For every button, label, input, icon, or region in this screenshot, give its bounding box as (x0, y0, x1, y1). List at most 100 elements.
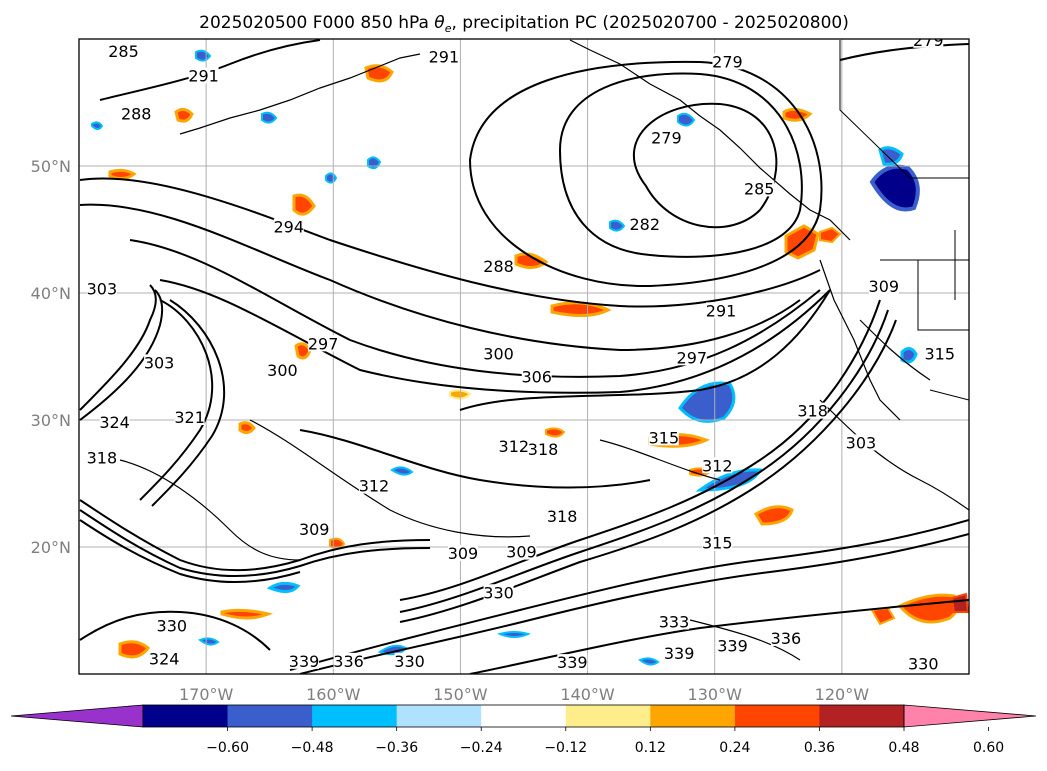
border-canada-alaska (839, 40, 969, 179)
colorbar-segment (481, 705, 567, 727)
contour-label: 309 (299, 520, 330, 539)
contour-label: 339 (664, 644, 695, 663)
contour-294 (79, 203, 801, 352)
contour-labels: 285 291 288 291 279 279 279 294 282 285 288 291 297 3… (86, 39, 955, 673)
contour-label-bg (908, 655, 939, 672)
lon-tick-label: 120°W (815, 685, 870, 704)
contour-label: 324 (149, 649, 180, 668)
contour-label-bg (188, 67, 219, 84)
contour-fine (599, 439, 721, 481)
contour-297 (129, 239, 821, 378)
contour-label: 285 (744, 179, 775, 198)
contour-label-bg (913, 39, 944, 48)
contour-label-bg (924, 345, 955, 362)
contour-label-bg (483, 345, 514, 362)
contour-label: 315 (702, 534, 733, 553)
precip-patch (782, 107, 813, 122)
colorbar-segment (396, 705, 482, 727)
colorbar-segment (650, 705, 736, 727)
contour-label-bg (717, 637, 748, 654)
contour-label: 324 (99, 413, 130, 432)
contour-label: 303 (846, 433, 877, 452)
contour-label-bg (483, 257, 514, 274)
contour-312 (79, 509, 431, 577)
theta-e-contours-fine (119, 319, 969, 661)
contour-label: 279 (712, 52, 743, 71)
colorbar-tick-label: −0.36 (375, 740, 418, 756)
contour-label-bg (149, 650, 180, 667)
colorbar-tick-label: 0.48 (888, 740, 919, 756)
contour-label: 285 (108, 42, 139, 61)
contour-label-bg (629, 215, 660, 232)
contour-285 (468, 60, 823, 288)
precip-patch (878, 146, 904, 166)
contour-fine (819, 399, 969, 511)
contour-330 (289, 519, 969, 671)
contour-label: 330 (483, 583, 514, 602)
contour-label-bg (428, 48, 459, 65)
colorbar-tick-label: −0.60 (206, 740, 249, 756)
precip-patch (292, 193, 316, 216)
precip-patch (266, 581, 301, 593)
contour-279b (839, 43, 969, 61)
border-mexico (929, 389, 969, 401)
lon-tick-label: 170°W (179, 685, 234, 704)
colorbar: −0.60 −0.48 −0.36 −0.24 −0.12 0.12 0.24 0.36 0.4… (10, 704, 1037, 756)
contour-label: 312 (702, 456, 733, 475)
contour-fine (119, 459, 301, 561)
precip-patch (677, 112, 696, 127)
aleutian-islands (179, 53, 421, 135)
lat-tick-label: 20°N (31, 538, 71, 557)
contour-label: 336 (333, 652, 364, 671)
colorbar-tick-label: −0.48 (291, 740, 334, 756)
precip-patch (238, 421, 256, 435)
chart-title: 2025020500 F000 850 hPa θe, precipitatio… (199, 13, 849, 35)
contour-label: 330 (908, 654, 939, 673)
contour-label: 279 (651, 129, 682, 148)
contour-label: 306 (521, 367, 552, 386)
contour-label-bg (86, 280, 117, 297)
contour-label-bg (267, 362, 298, 379)
contour-label: 291 (188, 66, 219, 85)
contour-label: 330 (157, 616, 188, 635)
contour-label: 318 (87, 449, 118, 468)
precip-patch (869, 164, 920, 212)
contour-label: 318 (528, 440, 559, 459)
contour-label-bg (483, 584, 514, 601)
contour-label-bg (174, 409, 205, 425)
contour-fine (249, 419, 531, 538)
contour-324b (79, 610, 271, 651)
contour-label: 297 (677, 348, 708, 367)
colorbar-tick-label: 0.36 (804, 740, 835, 756)
border-states-2 (917, 260, 969, 331)
contour-label: 297 (308, 334, 339, 353)
precip-patch (261, 111, 278, 124)
contour-label: 309 (869, 277, 900, 296)
contour-label: 294 (274, 218, 305, 237)
map-frame (78, 38, 970, 675)
colorbar-segment (819, 705, 905, 727)
contour-label: 312 (359, 477, 390, 496)
contour-label-bg (299, 520, 330, 537)
alaska-coast (569, 39, 851, 241)
contour-label: 309 (448, 544, 479, 563)
colorbar-segment (734, 705, 820, 727)
contour-label: 282 (630, 215, 661, 234)
colorbar-tick-label: −0.24 (460, 740, 503, 756)
contour-label-bg (845, 434, 876, 451)
contour-label: 330 (394, 652, 425, 671)
contour-fine (859, 319, 931, 381)
latitude-ticks: 50°N 40°N 30°N 20°N (31, 157, 71, 557)
precip-patch (118, 640, 151, 659)
contour-label-bg (394, 652, 425, 669)
contour-label-bg (651, 129, 682, 146)
contour-291 (79, 177, 821, 308)
colorbar-segment (312, 705, 398, 727)
precip-patch (367, 156, 382, 170)
contour-label: 288 (483, 257, 514, 276)
contour-309 (79, 499, 431, 572)
contour-label-bg (547, 508, 578, 525)
contour-label: 300 (267, 361, 298, 380)
